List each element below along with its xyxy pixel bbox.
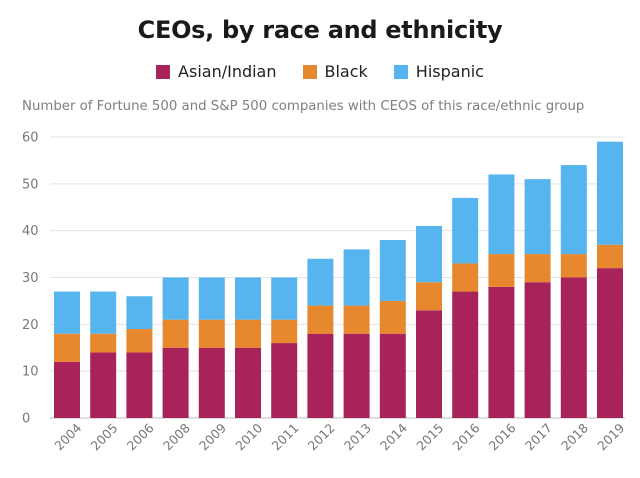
y-tick-label: 0 <box>22 412 30 427</box>
bar-segment-hispanic <box>198 277 225 320</box>
bar-segment-hispanic <box>524 179 551 255</box>
y-tick-label: 10 <box>22 365 39 380</box>
bar-segment-hispanic <box>126 296 153 330</box>
x-tick-label: 2005 <box>87 420 120 453</box>
legend-label-hispanic: Hispanic <box>415 62 484 81</box>
bar-segment-asian-indian <box>488 286 515 418</box>
legend-swatch-asian-indian <box>156 64 171 79</box>
bar-segment-black <box>524 254 551 283</box>
x-tick-label: 2019 <box>594 420 627 453</box>
y-tick-label: 30 <box>22 271 39 286</box>
bar-segment-hispanic <box>343 249 370 306</box>
bar-segment-hispanic <box>488 174 515 255</box>
bar-segment-asian-indian <box>379 333 406 418</box>
chart-title: CEOs, by race and ethnicity <box>137 16 503 44</box>
legend: Asian/Indian Black Hispanic <box>0 62 640 81</box>
x-tick-label: 2006 <box>124 420 157 453</box>
bar-segment-hispanic <box>162 277 189 320</box>
legend-item-hispanic: Hispanic <box>393 62 484 81</box>
bar-segment-hispanic <box>379 240 406 301</box>
bar-segment-black <box>379 300 406 334</box>
bar-segment-asian-indian <box>307 333 334 418</box>
bar-segment-hispanic <box>90 291 117 334</box>
x-tick-label: 2018 <box>558 420 591 453</box>
bar-segment-hispanic <box>307 258 334 306</box>
bar-segment-hispanic <box>271 277 298 320</box>
y-tick-label: 20 <box>22 318 39 333</box>
chart-subtitle: Number of Fortune 500 and S&P 500 compan… <box>22 99 585 114</box>
bar-segment-hispanic <box>416 225 442 283</box>
bar-segment-black <box>488 254 515 287</box>
x-tick-label: 2009 <box>196 420 229 453</box>
bar-segment-asian-indian <box>54 361 80 418</box>
x-tick-label: 2008 <box>160 420 193 453</box>
x-tick-label: 2017 <box>522 420 555 453</box>
bar-segment-hispanic <box>560 165 587 255</box>
bar-segment-asian-indian <box>416 310 442 418</box>
bar-segment-black <box>198 319 225 348</box>
bar-segment-hispanic <box>235 277 261 320</box>
x-tick-label: 2004 <box>51 420 84 453</box>
x-tick-label: 2013 <box>341 420 374 453</box>
x-tick-label: 2011 <box>268 420 301 453</box>
y-tick-label: 40 <box>22 224 39 239</box>
bar-segment-asian-indian <box>126 352 153 418</box>
bar-segment-asian-indian <box>271 343 298 418</box>
legend-label-black: Black <box>324 62 368 81</box>
x-tick-label: 2012 <box>305 420 338 453</box>
legend-label-asian-indian: Asian/Indian <box>178 62 277 81</box>
legend-swatch-black <box>302 64 317 79</box>
x-tick-label: 2014 <box>377 420 410 453</box>
bar-segment-asian-indian <box>235 347 261 418</box>
bar-segment-hispanic <box>54 291 80 334</box>
bar-segment-hispanic <box>452 197 479 264</box>
bar-segment-asian-indian <box>90 352 117 418</box>
bar-segment-black <box>452 263 479 292</box>
bar-segment-black <box>162 319 189 348</box>
x-tick-label: 2016 <box>486 420 519 453</box>
bar-segment-black <box>416 282 442 311</box>
bar-segment-asian-indian <box>343 333 370 418</box>
legend-item-black: Black <box>302 62 368 81</box>
bar-segment-black <box>560 254 587 278</box>
bar-segment-black <box>126 329 153 353</box>
legend-item-asian-indian: Asian/Indian <box>156 62 277 81</box>
legend-swatch-hispanic <box>393 64 408 79</box>
bar-segment-black <box>235 319 261 348</box>
bar-segment-asian-indian <box>452 291 479 418</box>
bar-segment-black <box>307 305 334 334</box>
x-tick-label: 2010 <box>232 420 265 453</box>
bar-segment-hispanic <box>597 141 623 245</box>
bar-segment-asian-indian <box>162 347 189 418</box>
bar-segment-black <box>271 319 298 344</box>
y-tick-label: 50 <box>22 177 39 192</box>
bar-segment-black <box>343 305 370 334</box>
bar-segment-asian-indian <box>198 347 225 418</box>
bar-segment-black <box>54 333 80 362</box>
x-tick-label: 2015 <box>413 420 446 453</box>
bar-segment-black <box>90 333 117 353</box>
bar-segment-asian-indian <box>524 282 551 418</box>
bar-segment-asian-indian <box>597 268 623 418</box>
x-tick-label: 2016 <box>449 420 482 453</box>
bar-segment-black <box>597 244 623 269</box>
bar-segment-asian-indian <box>560 277 587 418</box>
y-tick-label: 60 <box>22 131 39 146</box>
